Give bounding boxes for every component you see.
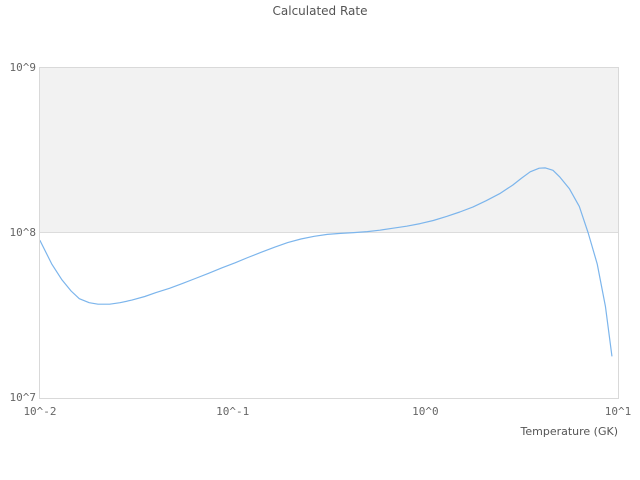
plot-area bbox=[39, 67, 619, 399]
x-axis-label: Temperature (GK) bbox=[520, 425, 619, 438]
rate-curve-canvas bbox=[40, 167, 613, 357]
x-tick-label: 10^1 bbox=[604, 405, 632, 418]
x-tick-label: 10^-1 bbox=[216, 405, 250, 418]
decade-band-1e8-1e9 bbox=[40, 68, 618, 233]
y-tick-label: 10^9 bbox=[9, 61, 37, 74]
x-tick-label: 10^-2 bbox=[23, 405, 57, 418]
chart-title: Calculated Rate bbox=[272, 4, 368, 18]
y-tick-label: 10^7 bbox=[9, 391, 37, 404]
gridline-1e8 bbox=[40, 232, 618, 233]
y-tick-label: 10^8 bbox=[9, 226, 37, 239]
calculated-rate-line bbox=[40, 167, 613, 357]
x-tick-label: 10^0 bbox=[412, 405, 439, 418]
